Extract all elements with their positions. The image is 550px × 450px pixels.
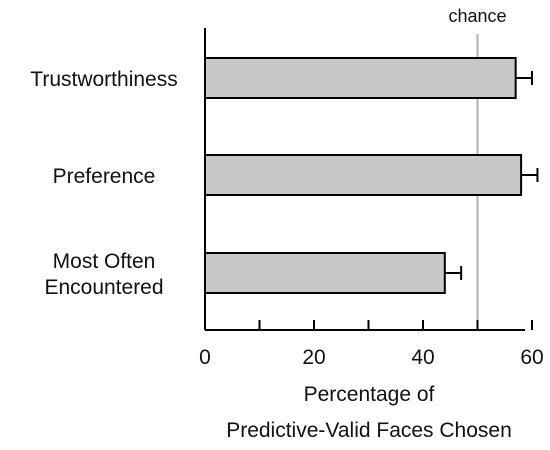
bar [204,154,523,196]
chance-label: chance [448,6,506,26]
x-tick-label: 0 [199,346,211,369]
x-axis-label: Predictive-Valid Faces Chosen [226,419,512,442]
bar [204,252,446,294]
x-tick-label: 60 [520,346,543,369]
category-label: Preference [53,165,156,188]
x-tick-label: 20 [302,346,325,369]
x-tick-label: 40 [411,346,434,369]
category-label: Most Often [53,250,156,273]
category-label: Encountered [44,276,163,299]
bar [204,57,517,99]
x-axis-label: Percentage of [304,383,435,406]
category-label: Trustworthiness [30,68,177,91]
